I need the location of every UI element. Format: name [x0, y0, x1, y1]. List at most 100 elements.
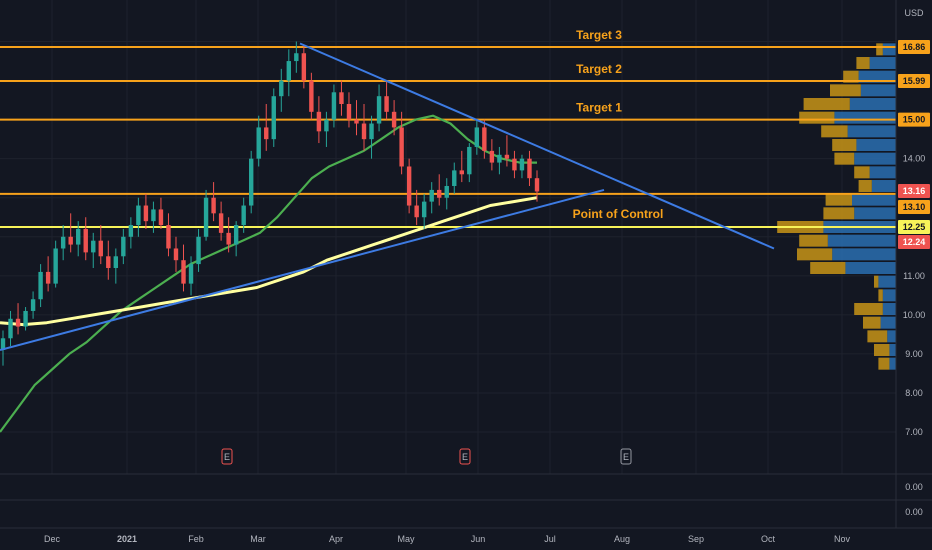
earnings-marker[interactable]: [620, 448, 632, 465]
trendlines[interactable]: [0, 42, 775, 351]
candle-body[interactable]: [316, 111, 322, 132]
candle-body[interactable]: [294, 53, 299, 62]
candle-body[interactable]: [181, 260, 186, 284]
candle-body[interactable]: [151, 209, 156, 222]
candle-body[interactable]: [467, 146, 472, 175]
candle-body[interactable]: [45, 271, 51, 284]
candle-body[interactable]: [60, 236, 66, 249]
candle-body[interactable]: [421, 201, 427, 218]
candle-body[interactable]: [369, 123, 374, 140]
candle-body[interactable]: [414, 205, 419, 218]
candle-body[interactable]: [497, 154, 502, 163]
candle-body[interactable]: [241, 205, 246, 226]
price-candles[interactable]: [0, 41, 540, 366]
candle-body[interactable]: [121, 236, 126, 257]
price-tag-label: 12.24: [903, 237, 926, 247]
time-tick-label: Apr: [329, 534, 343, 544]
candle-body[interactable]: [429, 189, 434, 202]
candle-body[interactable]: [248, 158, 254, 206]
candle-body[interactable]: [173, 248, 179, 261]
time-axis-ticks: Dec 2021 Feb Mar Apr May Jun Jul Aug Sep Oct Nov: [44, 534, 851, 544]
candle-body[interactable]: [98, 240, 103, 257]
trendline[interactable]: [299, 42, 775, 250]
candle-body[interactable]: [331, 92, 337, 120]
volume-profile-bar-up: [882, 43, 896, 56]
candle-body[interactable]: [143, 205, 149, 222]
candle-body[interactable]: [76, 228, 81, 245]
indicator-value-1: 0.00: [905, 482, 923, 492]
candle-body[interactable]: [519, 158, 525, 171]
volume-profile-bar-up: [854, 207, 896, 220]
candle-body[interactable]: [166, 225, 171, 249]
candle-body[interactable]: [504, 154, 510, 159]
candle-body[interactable]: [437, 189, 442, 198]
candle-body[interactable]: [399, 127, 404, 167]
candle-body[interactable]: [218, 213, 224, 233]
candle-body[interactable]: [226, 232, 231, 245]
candle-body[interactable]: [384, 96, 389, 112]
candle-body[interactable]: [106, 256, 111, 269]
volume-profile-bar-down: [858, 180, 872, 193]
candle-body[interactable]: [459, 170, 464, 175]
candle-body[interactable]: [354, 119, 359, 124]
candle-body[interactable]: [339, 92, 344, 105]
time-tick-label: May: [397, 534, 415, 544]
candle-body[interactable]: [406, 166, 412, 206]
earnings-marker[interactable]: [221, 448, 233, 465]
price-tag-label: 13.16: [903, 186, 926, 196]
trendline[interactable]: [0, 188, 605, 351]
candle-body[interactable]: [376, 96, 382, 124]
candle-body[interactable]: [136, 205, 141, 226]
candle-body[interactable]: [444, 186, 449, 198]
candle-body[interactable]: [279, 80, 284, 97]
candle-body[interactable]: [15, 318, 21, 327]
candle-body[interactable]: [527, 158, 532, 179]
candle-body[interactable]: [23, 310, 28, 327]
candle-body[interactable]: [158, 209, 164, 226]
candle-body[interactable]: [482, 127, 487, 151]
candle-body[interactable]: [128, 225, 134, 237]
candle-body[interactable]: [474, 127, 480, 147]
candle-body[interactable]: [286, 61, 292, 81]
candle-body[interactable]: [264, 127, 269, 140]
candle-body[interactable]: [489, 150, 495, 163]
earnings-marker[interactable]: [459, 448, 471, 465]
price-tag-label: 16.86: [903, 42, 926, 52]
candle-body[interactable]: [30, 299, 36, 311]
volume-profile-bar-down: [867, 330, 888, 343]
candle-body[interactable]: [324, 119, 329, 132]
level-annotation: Target 1: [576, 101, 622, 115]
volume-profile-bar-down: [863, 316, 881, 329]
volume-profile-bar-up: [827, 234, 896, 247]
candle-body[interactable]: [391, 111, 397, 128]
candle-body[interactable]: [309, 80, 314, 112]
candle-body[interactable]: [8, 318, 13, 339]
candle-body[interactable]: [38, 271, 43, 300]
candle-body[interactable]: [256, 127, 261, 159]
candle-body[interactable]: [0, 338, 6, 351]
candle-body[interactable]: [271, 96, 276, 140]
candle-body[interactable]: [452, 170, 457, 187]
price-tick-label: 10.00: [903, 310, 926, 320]
candle-body[interactable]: [203, 197, 209, 237]
candle-body[interactable]: [83, 228, 88, 253]
volume-profile-bar-down: [843, 70, 859, 83]
candle-body[interactable]: [68, 236, 73, 245]
candle-body[interactable]: [534, 178, 540, 192]
candle-body[interactable]: [346, 104, 352, 120]
candle-body[interactable]: [233, 225, 239, 245]
candle-body[interactable]: [53, 248, 58, 284]
earnings-marker-label: E: [224, 452, 230, 462]
candle-body[interactable]: [113, 256, 119, 269]
candle-body[interactable]: [91, 240, 96, 253]
candle-body[interactable]: [361, 123, 367, 140]
candle-body[interactable]: [512, 158, 517, 171]
candle-body[interactable]: [188, 264, 194, 284]
time-tick-label: 2021: [117, 534, 137, 544]
candle-body[interactable]: [196, 236, 201, 265]
volume-profile-bar-up: [880, 316, 896, 329]
candle-body[interactable]: [301, 53, 307, 81]
candle-body[interactable]: [211, 197, 216, 214]
